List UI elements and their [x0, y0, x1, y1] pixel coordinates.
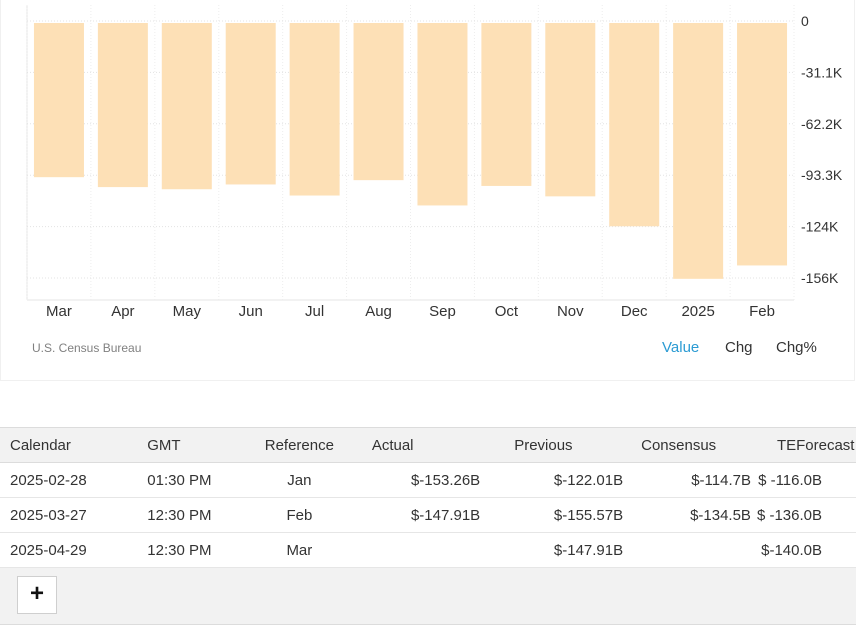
header-actual[interactable]: Actual — [343, 427, 487, 463]
table-row: 2025-02-28 01:30 PM Jan $-153.26B $-122.… — [0, 462, 856, 498]
cell-actual: $-147.91B — [343, 497, 487, 533]
x-tick-label: Sep — [429, 303, 456, 320]
chart-panel: 0 -31.1K -62.2K -93.3K -124K -156K Mar Apr May Ju… — [0, 0, 855, 381]
bar — [481, 23, 532, 186]
cell-actual — [343, 532, 487, 568]
cell-previous: $-122.01B — [486, 462, 630, 498]
header-gmt[interactable]: GMT — [137, 427, 255, 463]
x-tick-label: Apr — [111, 303, 134, 320]
cell-calendar: 2025-04-29 — [0, 532, 138, 568]
y-tick-label: -93.3K — [801, 167, 843, 183]
cell-reference: Feb — [254, 497, 344, 533]
bar — [545, 23, 596, 197]
cell-actual: $-153.26B — [343, 462, 487, 498]
add-button[interactable]: + — [17, 576, 57, 614]
x-tick-label: Mar — [46, 303, 72, 320]
cell-consensus — [629, 532, 757, 568]
value-switch[interactable]: Value — [662, 339, 700, 356]
cell-reference: Mar — [254, 532, 344, 568]
header-previous[interactable]: Previous — [486, 427, 630, 463]
bar — [289, 23, 340, 196]
bar — [161, 23, 212, 190]
y-tick-label: -156K — [801, 270, 839, 286]
header-calendar[interactable]: Calendar — [0, 427, 138, 463]
calendar-table: Calendar GMT Reference Actual Previous C… — [0, 427, 856, 568]
chg-pct-switch[interactable]: Chg% — [776, 339, 817, 356]
x-tick-label: Feb — [749, 303, 775, 320]
x-tick-label: 2025 — [681, 303, 714, 320]
header-reference[interactable]: Reference — [254, 427, 344, 463]
table-header-row: Calendar GMT Reference Actual Previous C… — [0, 427, 856, 463]
x-tick-label: Oct — [495, 303, 519, 320]
cell-teforecast: $-140.0B — [756, 532, 856, 568]
bar — [673, 23, 724, 279]
cell-previous: $-147.91B — [486, 532, 630, 568]
chg-switch[interactable]: Chg — [725, 339, 753, 356]
cell-gmt: 01:30 PM — [137, 462, 255, 498]
cell-calendar: 2025-03-27 — [0, 497, 138, 533]
cell-gmt: 12:30 PM — [137, 497, 255, 533]
bar — [417, 23, 468, 206]
bar — [33, 23, 84, 178]
x-tick-label: Nov — [557, 303, 584, 320]
x-tick-label: Jul — [305, 303, 324, 320]
table-footer: + — [0, 568, 856, 625]
table-row: 2025-04-29 12:30 PM Mar $-147.91B $-140.… — [0, 532, 856, 568]
cell-reference: Jan — [254, 462, 344, 498]
x-tick-label: Dec — [621, 303, 648, 320]
cell-gmt: 12:30 PM — [137, 532, 255, 568]
x-tick-label: Jun — [239, 303, 263, 320]
y-tick-label: -31.1K — [801, 64, 843, 80]
cell-consensus: $-134.5B — [629, 497, 757, 533]
cell-teforecast: $ -136.0B — [756, 497, 856, 533]
chart-source: U.S. Census Bureau — [32, 341, 142, 355]
y-tick-label: -124K — [801, 219, 839, 235]
cell-teforecast: $ -116.0B — [756, 462, 856, 498]
bar-chart: 0 -31.1K -62.2K -93.3K -124K -156K Mar Apr May Ju… — [26, 5, 843, 320]
y-tick-label: 0 — [801, 13, 809, 29]
bar — [353, 23, 404, 181]
header-consensus[interactable]: Consensus — [629, 427, 757, 463]
cell-previous: $-155.57B — [486, 497, 630, 533]
bar — [609, 23, 660, 227]
x-tick-label: May — [173, 303, 202, 320]
bar — [225, 23, 276, 185]
bar — [97, 23, 148, 188]
x-tick-label: Aug — [365, 303, 392, 320]
y-tick-label: -62.2K — [801, 116, 843, 132]
bar — [737, 23, 788, 266]
cell-calendar: 2025-02-28 — [0, 462, 138, 498]
table-row: 2025-03-27 12:30 PM Feb $-147.91B $-155.… — [0, 497, 856, 533]
cell-consensus: $-114.7B — [629, 462, 757, 498]
header-teforecast[interactable]: TEForecast — [756, 427, 856, 463]
